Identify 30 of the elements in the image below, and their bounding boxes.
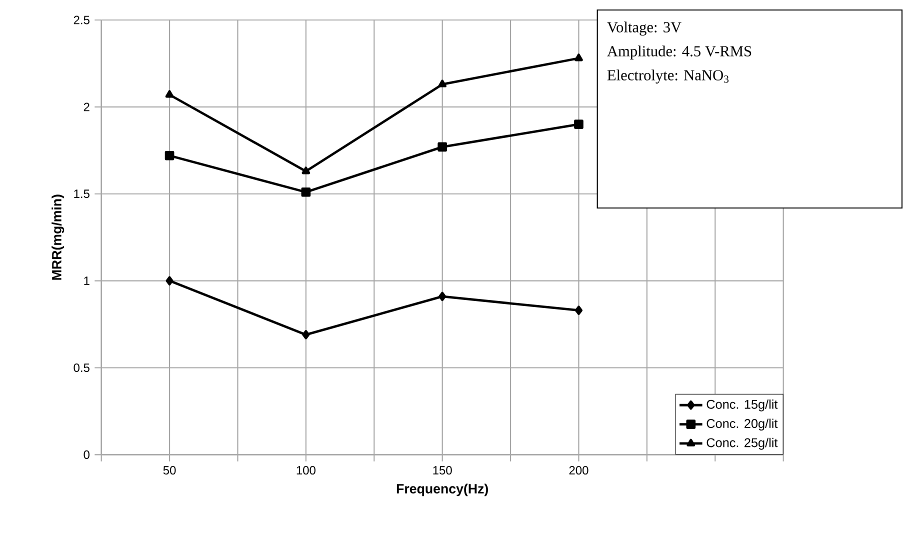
y-tick-label: 1.5 [74,190,90,198]
x-tick-label: 200 [569,466,588,475]
point [302,330,310,340]
legend-label: Conc. 20g/lit [706,418,778,431]
point [301,187,311,197]
x-axis-title: Frequency(Hz) [396,484,488,496]
point [438,292,446,302]
y-tick-label: 1 [84,276,90,285]
annotation: Amplitude: 4.5 V-RMS [607,46,752,60]
y-tick-label: 2 [84,102,90,112]
y-axis-title: MRR(mg/min) [52,194,64,280]
point [302,166,310,174]
point [574,306,583,316]
x-tick-label: 150 [433,466,452,475]
annotation: Electrolyte: NaNO$_{3}$ [607,70,729,84]
point [574,120,584,129]
point [164,150,174,160]
y-tick-label: 2.5 [74,16,90,24]
x-tick-label: 100 [296,466,316,475]
point [438,142,448,152]
x-tick-label: 50 [163,466,176,475]
point [165,90,174,98]
point [438,80,447,88]
point [166,276,174,286]
y-tick-label: 0.5 [74,363,90,372]
legend-label: Conc. 25g/lit [706,438,778,450]
y-tick-label: 0 [84,450,90,459]
annotation: Voltage: 3V [607,22,682,36]
legend-label: Conc. 15g/lit [706,400,778,412]
point [574,54,583,62]
